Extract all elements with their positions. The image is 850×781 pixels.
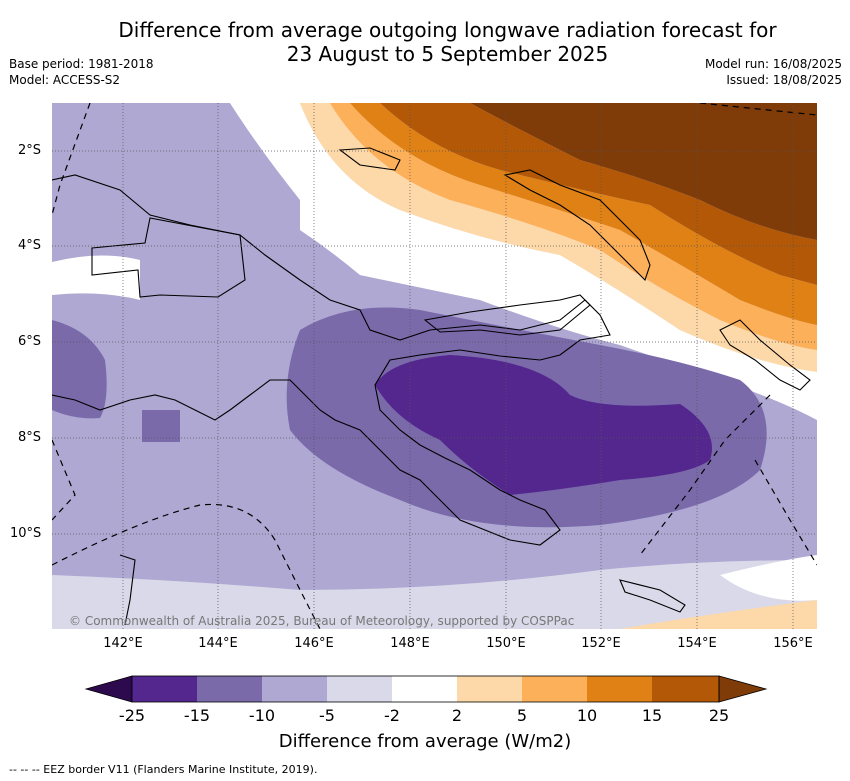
colorbar-tick: 25 xyxy=(708,706,730,725)
coastlines xyxy=(52,147,811,626)
issued-date: Issued: 18/08/2025 xyxy=(726,73,842,87)
lon-label: 148°E xyxy=(390,636,430,651)
model-name: Model: ACCESS-S2 xyxy=(9,73,121,87)
lat-label: 6°S xyxy=(18,334,42,349)
eez-south xyxy=(52,503,321,629)
colorbar-max-arrow xyxy=(718,675,768,703)
eez-northeast xyxy=(699,103,817,116)
band-minus-10-spot xyxy=(142,410,180,442)
eez-footnote: -- -- -- EEZ border V11 (Flanders Marine… xyxy=(9,763,318,776)
band-minus-10-west xyxy=(52,320,107,419)
copyright-credit: © Commonwealth of Australia 2025, Bureau… xyxy=(69,614,575,628)
band-plus-2-south xyxy=(620,600,817,629)
colorbar-tick: 15 xyxy=(641,706,663,725)
colorbar-tick: -15 xyxy=(183,706,211,725)
lon-label: 152°E xyxy=(581,636,621,651)
colorbar-min-arrow xyxy=(84,675,133,703)
colorbar-bin xyxy=(522,676,588,702)
band-neutral-west xyxy=(52,255,140,300)
title-line-2: 23 August to 5 September 2025 xyxy=(286,42,609,66)
colorbar-tick: 10 xyxy=(576,706,598,725)
island-north xyxy=(338,147,401,171)
new-britain xyxy=(423,294,591,336)
model-info: Base period: 1981-2018 Model: ACCESS-S2 xyxy=(9,56,154,88)
colorbar-bin xyxy=(587,676,653,702)
lat-label: 4°S xyxy=(18,238,42,253)
lon-label: 146°E xyxy=(294,636,334,651)
colorbar-tick: -2 xyxy=(384,706,400,725)
base-period: Base period: 1981-2018 xyxy=(9,57,154,71)
colorbar-label: Difference from average (W/m2) xyxy=(278,731,572,752)
cape-york xyxy=(119,554,136,626)
eez-southeast xyxy=(754,459,817,566)
colorbar-bin xyxy=(392,676,458,702)
lon-label: 150°E xyxy=(486,636,526,651)
lon-label: 154°E xyxy=(677,636,717,651)
lon-label: 144°E xyxy=(198,636,238,651)
colorbar-tick: -25 xyxy=(118,706,146,725)
islands-southeast xyxy=(619,579,686,613)
band-minus-15 xyxy=(375,355,712,495)
band-neutral xyxy=(230,103,817,420)
colorbar-outline xyxy=(131,675,720,703)
lon-label: 156°E xyxy=(773,636,813,651)
lon-label: 142°E xyxy=(103,636,143,651)
band-plus-10 xyxy=(300,103,817,325)
eez-borders xyxy=(52,103,817,629)
lat-label: 2°S xyxy=(18,143,42,158)
colorbar xyxy=(84,675,768,703)
band-plus-15 xyxy=(330,103,817,285)
band-plus-25 xyxy=(465,103,817,240)
band-minus-5-north xyxy=(52,103,300,230)
colorbar-tick: 5 xyxy=(516,706,528,725)
band-plus-2 xyxy=(250,103,817,372)
colorbar-tick: 2 xyxy=(451,706,463,725)
colorbar-tick: -10 xyxy=(248,706,276,725)
bougainville xyxy=(719,319,811,391)
new-guinea-coast xyxy=(52,174,611,546)
lat-label: 10°S xyxy=(10,526,42,541)
band-plus-5 xyxy=(270,103,817,350)
colorbar-bin xyxy=(262,676,328,702)
anomaly-field xyxy=(52,103,817,629)
map-title: Difference from average outgoing longwav… xyxy=(0,18,850,66)
colorbar-bin xyxy=(327,676,393,702)
new-ireland xyxy=(503,169,651,282)
colorbar-bin xyxy=(197,676,263,702)
model-run: Model run: 16/08/2025 xyxy=(704,57,842,71)
colorbar-tick: -5 xyxy=(319,706,335,725)
colorbar-bin xyxy=(457,676,523,702)
title-line-1: Difference from average outgoing longwav… xyxy=(118,18,777,42)
lat-label: 8°S xyxy=(18,430,42,445)
eez-west xyxy=(52,439,76,521)
graticule xyxy=(52,103,817,629)
run-info: Model run: 16/08/2025 Issued: 18/08/2025 xyxy=(705,56,842,88)
eez-east xyxy=(639,394,771,556)
colorbar-bin xyxy=(132,676,198,702)
colorbar-bin xyxy=(652,676,719,702)
